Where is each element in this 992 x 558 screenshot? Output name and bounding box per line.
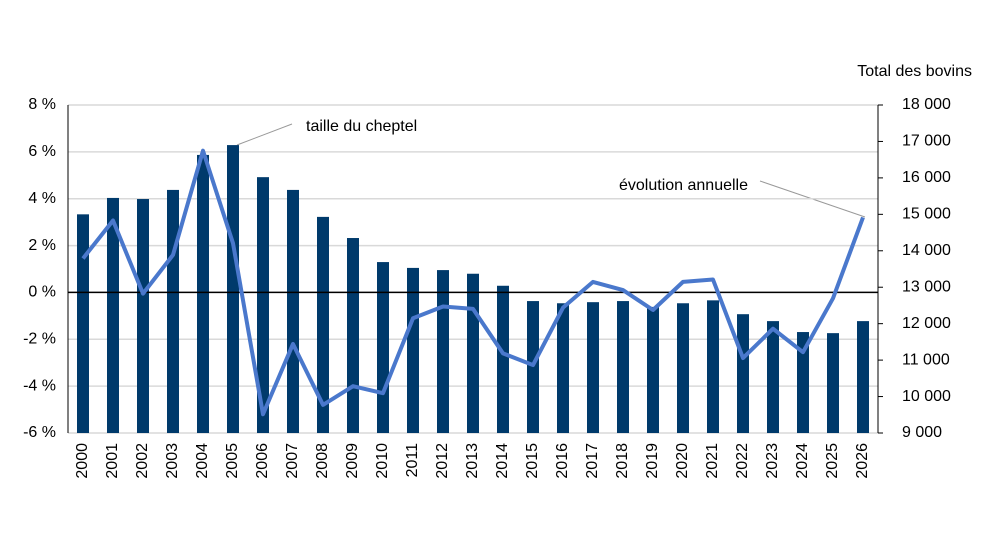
x-tick-label: 2012 bbox=[434, 443, 451, 479]
bar bbox=[377, 262, 389, 433]
x-tick-label: 2021 bbox=[704, 443, 721, 479]
x-tick-label: 2009 bbox=[344, 443, 361, 479]
x-tick-label: 2001 bbox=[104, 443, 121, 479]
y2-tick-label: 11 000 bbox=[902, 351, 950, 368]
x-tick-label: 2003 bbox=[164, 443, 181, 479]
x-tick-label: 2018 bbox=[614, 443, 631, 479]
bar bbox=[347, 238, 359, 433]
y2-tick-label: 17 000 bbox=[902, 133, 951, 150]
bar bbox=[707, 300, 719, 433]
x-tick-label: 2020 bbox=[674, 443, 691, 479]
x-tick-label: 2026 bbox=[854, 443, 871, 479]
y-tick-label: 2 % bbox=[28, 237, 56, 254]
x-tick-label: 2008 bbox=[314, 443, 331, 479]
y2-tick-label: 18 000 bbox=[902, 96, 951, 113]
bar bbox=[497, 285, 509, 433]
x-tick-label: 2010 bbox=[374, 443, 391, 479]
bar bbox=[587, 302, 599, 433]
y2-tick-label: 16 000 bbox=[902, 169, 951, 186]
bar bbox=[107, 197, 119, 433]
y-tick-label: 0 % bbox=[28, 284, 56, 301]
x-tick-label: 2006 bbox=[254, 443, 271, 479]
y-tick-label: 8 % bbox=[28, 96, 56, 113]
bar bbox=[167, 189, 179, 433]
bar bbox=[407, 267, 419, 433]
y2-tick-label: 14 000 bbox=[902, 242, 951, 259]
bar bbox=[857, 321, 869, 433]
bar bbox=[797, 332, 809, 433]
bar bbox=[677, 303, 689, 433]
x-tick-label: 2019 bbox=[644, 443, 661, 479]
y2-tick-label: 13 000 bbox=[902, 278, 951, 295]
y2-tick-label: 12 000 bbox=[902, 315, 951, 332]
x-tick-label: 2024 bbox=[794, 443, 811, 479]
bar bbox=[257, 177, 269, 433]
x-tick-label: 2022 bbox=[734, 443, 751, 479]
bar bbox=[287, 189, 299, 433]
x-tick-label: 2005 bbox=[224, 443, 241, 479]
bar bbox=[737, 314, 749, 433]
annotation: évolution annuelle bbox=[619, 177, 748, 194]
bar bbox=[827, 333, 839, 433]
line bbox=[81, 148, 865, 417]
x-tick-label: 2004 bbox=[194, 443, 211, 479]
bar bbox=[317, 216, 329, 433]
x-tick-label: 2015 bbox=[524, 443, 541, 479]
y2-axis-title: Total des bovins bbox=[857, 63, 972, 80]
bar bbox=[467, 273, 479, 433]
bar bbox=[767, 321, 779, 433]
x-tick-label: 2007 bbox=[284, 443, 301, 479]
y2-tick-label: 15 000 bbox=[902, 206, 951, 223]
bar bbox=[647, 306, 659, 433]
y-tick-label: -6 % bbox=[23, 424, 56, 441]
annotation-leader bbox=[236, 123, 293, 146]
x-tick-label: 2025 bbox=[824, 443, 841, 479]
x-tick-label: 2023 bbox=[764, 443, 781, 479]
x-tick-label: 2013 bbox=[464, 443, 481, 479]
y-tick-label: -4 % bbox=[23, 377, 56, 394]
x-tick-label: 2017 bbox=[584, 443, 601, 479]
bar bbox=[557, 303, 569, 433]
bar bbox=[197, 154, 209, 433]
x-tick-label: 2016 bbox=[554, 443, 571, 479]
annotation: taille du cheptel bbox=[306, 118, 417, 135]
x-tick-label: 2014 bbox=[494, 443, 511, 479]
y-tick-label: 4 % bbox=[28, 190, 56, 207]
y2-tick-label: 10 000 bbox=[902, 388, 951, 405]
y-tick-label: -2 % bbox=[23, 331, 56, 348]
bar bbox=[617, 301, 629, 433]
bar bbox=[77, 214, 89, 433]
bar bbox=[437, 270, 449, 433]
x-tick-label: 2000 bbox=[74, 443, 91, 479]
x-tick-label: 2002 bbox=[134, 443, 151, 479]
y2-tick-label: 9 000 bbox=[902, 424, 942, 441]
y-tick-label: 6 % bbox=[28, 143, 56, 160]
bar bbox=[227, 145, 239, 434]
x-tick-label: 2011 bbox=[404, 443, 421, 478]
bar bbox=[137, 199, 149, 433]
